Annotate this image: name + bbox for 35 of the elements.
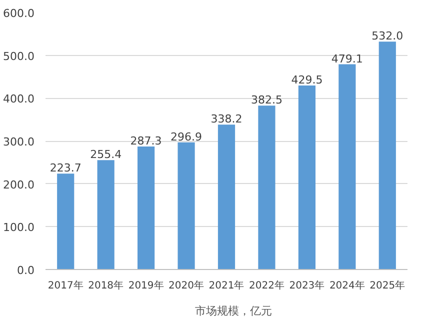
y-tick-label: 600.0 bbox=[3, 7, 35, 20]
data-label: 255.4 bbox=[90, 148, 122, 162]
y-tick-label: 100.0 bbox=[3, 221, 35, 234]
data-label: 287.3 bbox=[130, 134, 162, 148]
y-tick-label: 400.0 bbox=[3, 92, 35, 106]
x-tick-label: 2022年 bbox=[249, 280, 284, 292]
data-label: 382.5 bbox=[250, 94, 282, 107]
data-label: 429.5 bbox=[291, 74, 323, 87]
data-label: 296.9 bbox=[170, 130, 202, 144]
x-tick-label: 2019年 bbox=[128, 280, 164, 292]
bar bbox=[258, 106, 276, 270]
x-tick-label: 2018年 bbox=[88, 280, 124, 292]
y-tick-label: 0.0 bbox=[17, 264, 35, 277]
x-tick-label: 2025年 bbox=[370, 280, 406, 292]
x-tick-label: 2020年 bbox=[168, 280, 204, 292]
x-tick-label: 2017年 bbox=[48, 280, 84, 292]
x-tick-label: 2024年 bbox=[329, 280, 365, 292]
text: 市场规模，亿元 bbox=[195, 304, 272, 318]
y-tick-label: 300.0 bbox=[3, 136, 35, 148]
bar bbox=[378, 42, 396, 270]
data-label: 479.1 bbox=[331, 52, 363, 66]
data-label: 532.0 bbox=[372, 30, 404, 43]
x-tick-label: 2021年 bbox=[208, 280, 244, 292]
bar bbox=[97, 160, 114, 270]
bar bbox=[338, 64, 356, 270]
bar bbox=[57, 174, 74, 270]
y-tick-label: 500.0 bbox=[3, 50, 35, 63]
bar bbox=[218, 124, 236, 270]
x-tick-label: 2023年 bbox=[289, 280, 325, 292]
data-label: 223.7 bbox=[50, 162, 82, 175]
bar bbox=[178, 142, 195, 270]
y-tick-label: 200.0 bbox=[3, 178, 35, 192]
data-label: 338.2 bbox=[210, 112, 242, 126]
bar bbox=[138, 146, 155, 270]
bar bbox=[298, 86, 316, 270]
